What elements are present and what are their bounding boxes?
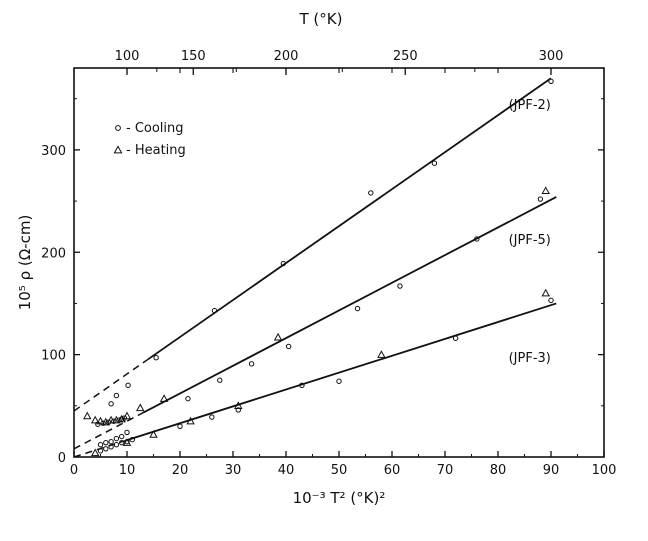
top-tick-label: 200 — [274, 49, 299, 64]
cooling-point — [235, 407, 242, 413]
y-axis-title: 10⁵ ρ (Ω-cm) — [16, 215, 34, 311]
x-tick-label: 0 — [70, 463, 78, 478]
cooling-point — [124, 429, 130, 436]
y-tick-label: 100 — [41, 349, 66, 364]
cooling-point — [548, 78, 554, 85]
cooling-point — [97, 442, 104, 448]
y-tick-label: 300 — [41, 144, 66, 159]
top-tick-label: 100 — [115, 49, 140, 64]
cooling-point — [336, 378, 342, 384]
cooling-point — [113, 442, 120, 448]
x-tick-label: 30 — [225, 463, 242, 478]
heating-point — [541, 186, 550, 195]
cooling-point — [452, 335, 459, 341]
fit-line-dashed — [73, 358, 149, 412]
heating-point — [112, 415, 121, 424]
fit-line — [147, 77, 552, 360]
cooling-point — [280, 260, 287, 267]
top-tick-label: 300 — [539, 49, 564, 64]
heating-point — [541, 288, 550, 297]
heating-point — [96, 416, 105, 425]
heating-point — [90, 415, 100, 424]
x-tick-label: 100 — [592, 463, 617, 478]
cooling-point — [108, 438, 114, 445]
fit-line — [126, 302, 557, 441]
heating-point — [122, 438, 132, 446]
heating-point — [234, 401, 243, 410]
top-tick-label: 150 — [181, 49, 206, 64]
cooling-point — [354, 305, 361, 312]
labels: T (°K) 10⁻³ T² (°K)² 10⁵ ρ (Ω-cm) (JPF-2) (J… — [16, 10, 551, 507]
cooling-point — [368, 190, 374, 196]
series-label: (JPF-3) — [509, 351, 551, 366]
x-tick-label: 90 — [543, 463, 560, 478]
cooling-point — [108, 401, 114, 407]
cooling-point — [217, 377, 223, 383]
top-tick-label: 250 — [393, 49, 418, 64]
cooling-point — [211, 307, 218, 314]
cooling-point — [474, 236, 480, 242]
x-tick-label: 60 — [384, 463, 401, 478]
y-tick-label: 200 — [41, 246, 66, 261]
cooling-point — [177, 423, 183, 429]
heating-point — [149, 430, 158, 438]
heating-point — [186, 416, 195, 425]
legend-heating-marker — [113, 145, 123, 154]
cooling-point — [100, 420, 106, 426]
cooling-point — [111, 418, 117, 424]
legend-entry-text: - Heating — [126, 143, 186, 158]
y-origin-label: 0 — [58, 451, 66, 466]
cooling-point — [548, 297, 554, 304]
heating-point — [122, 411, 132, 420]
heating-point — [273, 332, 283, 341]
cooling-point — [103, 446, 109, 452]
legend-entry-text: - Cooling — [126, 121, 184, 136]
heating-point — [90, 448, 100, 457]
top-axis-title: T (°K) — [299, 10, 343, 28]
cooling-point — [153, 355, 159, 361]
cooling-point — [431, 160, 438, 166]
fit-line-dashed — [73, 412, 144, 450]
cooling-point — [299, 382, 305, 389]
series-label: (JPF-5) — [509, 233, 551, 248]
cooling-point — [129, 436, 136, 443]
series-label: (JPF-2) — [509, 98, 551, 113]
x-tick-label: 70 — [437, 463, 454, 478]
x-tick-label: 10 — [119, 463, 136, 478]
cooling-point — [97, 448, 104, 454]
legend-cooling-marker — [115, 125, 121, 131]
heating-point — [159, 394, 169, 402]
cooling-point — [185, 395, 191, 402]
x-tick-label: 50 — [331, 463, 348, 478]
x-tick-label: 20 — [172, 463, 189, 478]
cooling-point — [397, 283, 403, 289]
heating-point — [136, 403, 145, 412]
cooling-point — [108, 444, 114, 450]
fit-line — [142, 196, 557, 414]
heating-point — [106, 415, 116, 424]
cooling-point — [537, 196, 544, 202]
cooling-point — [113, 435, 120, 442]
cooling-point — [248, 361, 255, 367]
fit-lines — [73, 77, 557, 458]
cooling-point — [119, 433, 125, 440]
cooling-point — [125, 382, 131, 389]
cooling-point — [119, 439, 125, 446]
legend: - Cooling - Heating — [113, 121, 186, 158]
heating-point — [83, 411, 92, 420]
axes: 0 10 20 30 40 50 60 70 80 90 100 100 200 300 0 100 150 20… — [41, 49, 616, 478]
x-tick-label: 80 — [490, 463, 507, 478]
cooling-point — [209, 414, 215, 420]
x-axis-title: 10⁻³ T² (°K)² — [293, 489, 386, 507]
x-tick-label: 40 — [278, 463, 295, 478]
cooling-point — [103, 439, 109, 446]
heating-point — [377, 350, 386, 358]
heating-point — [101, 417, 111, 426]
data-points — [83, 78, 554, 457]
cooling-point — [113, 392, 120, 399]
cooling-point — [285, 343, 292, 350]
